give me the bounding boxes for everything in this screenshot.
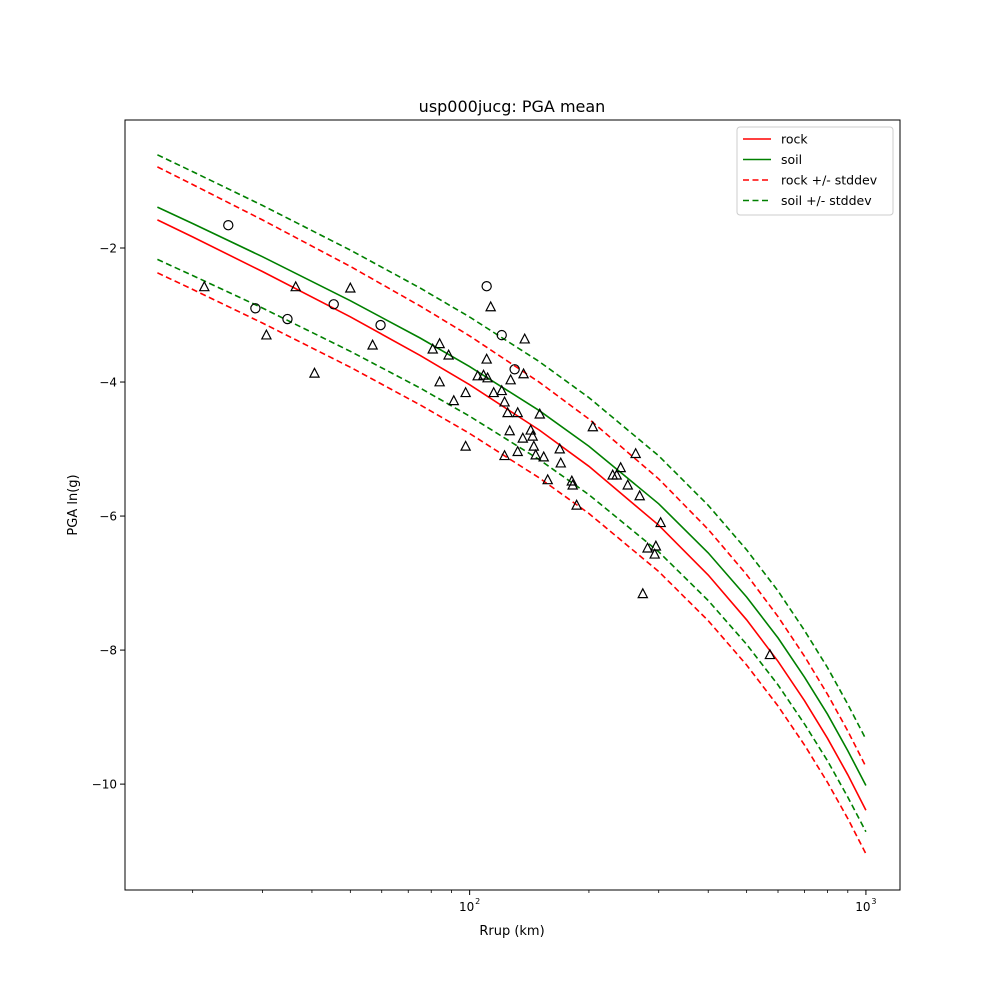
observation-triangle-marker: [512, 445, 524, 457]
observation-triangle-marker: [630, 447, 642, 459]
observation-circle-marker: [282, 313, 293, 325]
observation-triangle-marker: [655, 516, 667, 528]
legend-label: soil: [781, 152, 802, 167]
observation-triangle-marker: [496, 384, 508, 396]
observation-triangle-marker: [538, 450, 550, 462]
rock-minus-stddev-line: [157, 272, 867, 855]
soil-mean-line: [157, 206, 867, 786]
observation-triangle-marker: [517, 367, 530, 379]
y-tick-label: −10: [92, 778, 117, 792]
ticks-layer: 10 2 10 3−2−4−6−8−10: [92, 241, 877, 914]
observation-triangle-marker: [198, 280, 210, 292]
observation-triangle-marker: [427, 342, 439, 354]
observation-circle-marker: [328, 299, 339, 310]
observation-triangle-marker: [611, 468, 623, 480]
observation-triangle-marker: [290, 280, 302, 292]
observation-circle-marker: [481, 280, 492, 292]
x-tick-label: 10: [855, 900, 870, 914]
observation-triangle-marker: [460, 386, 472, 398]
observation-triangle-marker: [764, 648, 776, 660]
observation-circle-marker: [375, 319, 386, 331]
legend-label: rock: [781, 132, 808, 147]
observation-triangle-marker: [498, 449, 511, 461]
observation-triangle-marker: [542, 473, 554, 485]
observation-triangle-marker: [634, 489, 646, 501]
observation-triangle-marker: [615, 461, 627, 473]
observation-triangle-marker: [448, 394, 460, 406]
y-tick-label: −4: [99, 376, 117, 390]
observation-triangle-marker: [530, 448, 542, 460]
soil-minus-stddev-line: [157, 258, 867, 833]
axes-frame: [124, 119, 901, 891]
observation-circle-marker: [223, 220, 234, 231]
x-tick-label-exponent: 2: [475, 897, 480, 906]
legend: rock soil rock +/- stddev soil +/- stddev: [736, 126, 894, 216]
observation-triangle-marker: [482, 371, 494, 383]
legend-label: rock +/- stddev: [781, 173, 878, 188]
observation-triangle-marker: [517, 432, 529, 443]
observation-triangle-marker: [650, 539, 662, 551]
observation-circle-marker: [250, 303, 261, 314]
y-tick-label: −6: [99, 510, 117, 524]
points-layer: [198, 220, 776, 660]
observation-triangle-marker: [505, 373, 517, 385]
observation-triangle-marker: [637, 587, 649, 599]
observation-triangle-marker: [460, 440, 472, 451]
y-tick-label: −2: [99, 241, 117, 255]
observation-triangle-marker: [472, 369, 484, 381]
legend-label: soil +/- stddev: [781, 193, 872, 208]
observation-triangle-marker: [566, 474, 578, 486]
y-tick-label: −8: [99, 644, 117, 658]
x-axis-label: Rrup (km): [479, 924, 544, 939]
observation-triangle-marker: [481, 352, 493, 364]
observation-triangle-marker: [519, 332, 531, 344]
soil-plus-stddev-line: [157, 154, 867, 740]
observation-triangle-marker: [308, 367, 321, 378]
observation-triangle-marker: [434, 337, 446, 349]
observation-triangle-marker: [587, 420, 599, 432]
x-tick-label: 10: [459, 900, 474, 914]
observation-triangle-marker: [366, 338, 379, 350]
observation-triangle-marker: [534, 407, 546, 419]
observation-triangle-marker: [527, 430, 539, 441]
observation-triangle-marker: [555, 456, 567, 468]
observation-triangle-marker: [498, 395, 511, 407]
observation-triangle-marker: [649, 547, 661, 559]
chart-title: usp000jucg: PGA mean: [419, 97, 606, 116]
observation-triangle-marker: [622, 478, 634, 490]
observation-triangle-marker: [504, 424, 516, 436]
observation-triangle-marker: [434, 375, 446, 387]
observation-triangle-marker: [571, 499, 583, 510]
observation-triangle-marker: [567, 478, 579, 490]
y-axis-label: PGA ln(g): [66, 474, 81, 535]
rock-mean-line: [157, 219, 867, 811]
observation-circle-marker: [496, 329, 507, 341]
legend-box: [736, 126, 894, 216]
rock-plus-stddev-line: [157, 166, 867, 768]
observation-triangle-marker: [344, 281, 356, 293]
observation-triangle-marker: [554, 442, 566, 454]
observation-triangle-marker: [443, 348, 455, 360]
observation-triangle-marker: [485, 300, 497, 312]
observation-triangle-marker: [512, 406, 524, 418]
observation-triangle-marker: [502, 406, 514, 418]
x-tick-label-exponent: 3: [871, 897, 876, 906]
observation-triangle-marker: [528, 440, 540, 451]
curves-layer: [157, 154, 867, 855]
observation-triangle-marker: [641, 541, 654, 553]
observation-triangle-marker: [260, 328, 272, 340]
observation-triangle-marker: [477, 369, 490, 380]
observation-triangle-marker: [488, 386, 500, 398]
observation-circle-marker: [509, 364, 520, 375]
